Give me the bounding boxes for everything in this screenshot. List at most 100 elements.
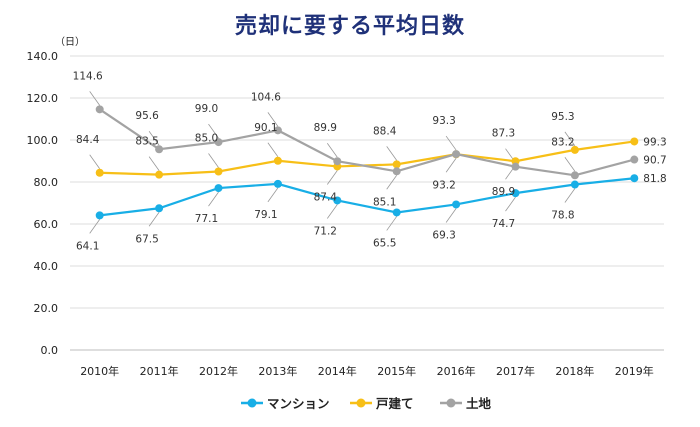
leader-line <box>326 142 338 158</box>
leader-line <box>564 157 576 172</box>
leader-line <box>445 158 457 173</box>
data-label: 87.3 <box>492 128 515 140</box>
data-point <box>273 126 282 135</box>
data-label: 74.7 <box>492 218 515 230</box>
data-point <box>273 156 282 165</box>
label-leader-lines <box>89 91 576 234</box>
legend-swatch-marker <box>247 398 257 408</box>
data-point <box>392 208 401 217</box>
data-label: 67.5 <box>135 233 158 245</box>
y-axis: （日） 0.0 20.0 40.0 60.0 80.0 100.0 120.0 140.0 <box>27 36 86 357</box>
data-label: 71.2 <box>314 225 337 237</box>
data-label: 83.5 <box>135 136 158 148</box>
data-label: 78.8 <box>551 210 574 222</box>
x-tick-label: 2016年 <box>437 364 476 378</box>
legend-label: 土地 <box>466 396 492 411</box>
data-point <box>333 157 342 166</box>
leader-line <box>208 191 219 207</box>
leader-line <box>267 187 279 203</box>
data-point <box>452 200 461 209</box>
data-point <box>630 174 639 183</box>
leader-line <box>326 204 338 219</box>
y-tick-label: 40.0 <box>34 260 59 273</box>
leader-line <box>208 123 219 139</box>
legend: マンション 戸建て 土地 <box>241 396 492 411</box>
x-tick-label: 2012年 <box>199 364 238 378</box>
x-tick-label: 2010年 <box>80 364 119 378</box>
y-tick-label: 100.0 <box>27 134 59 147</box>
data-point <box>273 179 282 188</box>
data-label: 84.4 <box>76 134 100 146</box>
leader-line <box>386 146 398 161</box>
data-label: 88.4 <box>373 125 397 137</box>
data-label: 65.5 <box>373 237 396 249</box>
y-tick-label: 20.0 <box>34 302 59 315</box>
data-label: 90.1 <box>254 122 277 134</box>
data-label: 114.6 <box>73 70 103 82</box>
data-point <box>155 145 164 154</box>
legend-label: 戸建て <box>376 396 414 411</box>
leader-line <box>445 135 457 151</box>
x-tick-label: 2011年 <box>140 364 179 378</box>
y-tick-label: 0.0 <box>41 344 59 357</box>
x-tick-label: 2018年 <box>555 364 594 378</box>
gridlines <box>70 55 664 351</box>
leader-line <box>505 196 516 212</box>
data-label: 83.2 <box>551 136 574 148</box>
data-point <box>452 150 461 159</box>
data-label: 89.9 <box>492 186 515 198</box>
data-point <box>630 155 639 164</box>
leader-line <box>89 91 101 106</box>
data-point <box>155 204 164 213</box>
data-label: 69.3 <box>432 229 455 241</box>
leader-line <box>267 112 279 127</box>
data-label: 99.0 <box>195 103 218 115</box>
leader-line <box>148 212 160 227</box>
series-layer <box>95 105 639 220</box>
y-tick-label: 80.0 <box>34 176 59 189</box>
data-point <box>570 171 579 180</box>
y-axis-unit-label: （日） <box>55 36 85 48</box>
leader-line <box>386 175 398 190</box>
data-point <box>95 211 104 220</box>
data-point <box>333 196 342 205</box>
data-point <box>630 137 639 146</box>
legend-swatch-marker <box>446 398 456 408</box>
data-label: 77.1 <box>195 213 218 225</box>
leader-line <box>564 188 576 203</box>
chart-title: 売却に要する平均日数 <box>234 14 465 39</box>
data-label: 85.0 <box>195 133 218 145</box>
data-labels: 64.1 67.5 77.1 79.1 71.2 65.5 69.3 74.7 78.8 81.8… <box>73 70 667 252</box>
data-label: 64.1 <box>76 240 99 252</box>
x-tick-label: 2017年 <box>496 364 535 378</box>
data-label: 95.3 <box>551 111 574 123</box>
leader-line <box>326 170 338 185</box>
legend-swatch-marker <box>356 398 366 408</box>
data-label: 85.1 <box>373 196 396 208</box>
series-line <box>99 108 635 177</box>
data-label: 99.3 <box>643 136 666 148</box>
y-tick-label: 120.0 <box>27 92 59 105</box>
data-point <box>214 184 223 193</box>
y-tick-label: 60.0 <box>34 218 59 231</box>
legend-label: マンション <box>267 396 330 411</box>
data-label: 90.7 <box>643 155 666 167</box>
leader-line <box>386 216 398 231</box>
data-point <box>214 167 223 176</box>
leader-line <box>148 131 160 146</box>
data-point <box>392 167 401 176</box>
leader-line <box>148 156 160 171</box>
y-tick-label: 140.0 <box>27 50 59 63</box>
data-point <box>155 170 164 179</box>
data-label: 104.6 <box>251 91 281 103</box>
data-label: 79.1 <box>254 209 277 221</box>
data-label: 93.2 <box>432 179 455 191</box>
x-tick-label: 2013年 <box>258 364 297 378</box>
leader-line <box>89 219 101 234</box>
x-tick-label: 2015年 <box>377 364 416 378</box>
x-axis: 2010年 2011年 2012年 2013年 2014年 2015年 2016年 2017年… <box>80 364 654 378</box>
leader-line <box>564 131 576 147</box>
leader-line <box>267 142 279 158</box>
x-tick-label: 2019年 <box>615 364 654 378</box>
data-label: 95.6 <box>135 110 159 122</box>
